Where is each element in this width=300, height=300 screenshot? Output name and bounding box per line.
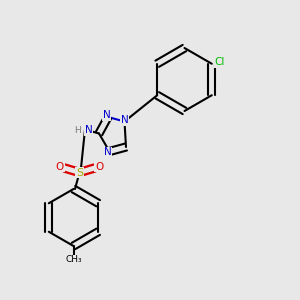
Text: O: O [95,161,103,172]
Text: H: H [74,126,81,135]
Text: N: N [85,125,93,136]
Text: S: S [76,167,83,178]
Text: N: N [121,115,128,125]
Text: Cl: Cl [214,57,224,67]
Text: N: N [104,147,112,157]
Text: O: O [56,161,64,172]
Text: N: N [103,110,110,121]
Text: CH₃: CH₃ [65,255,82,264]
